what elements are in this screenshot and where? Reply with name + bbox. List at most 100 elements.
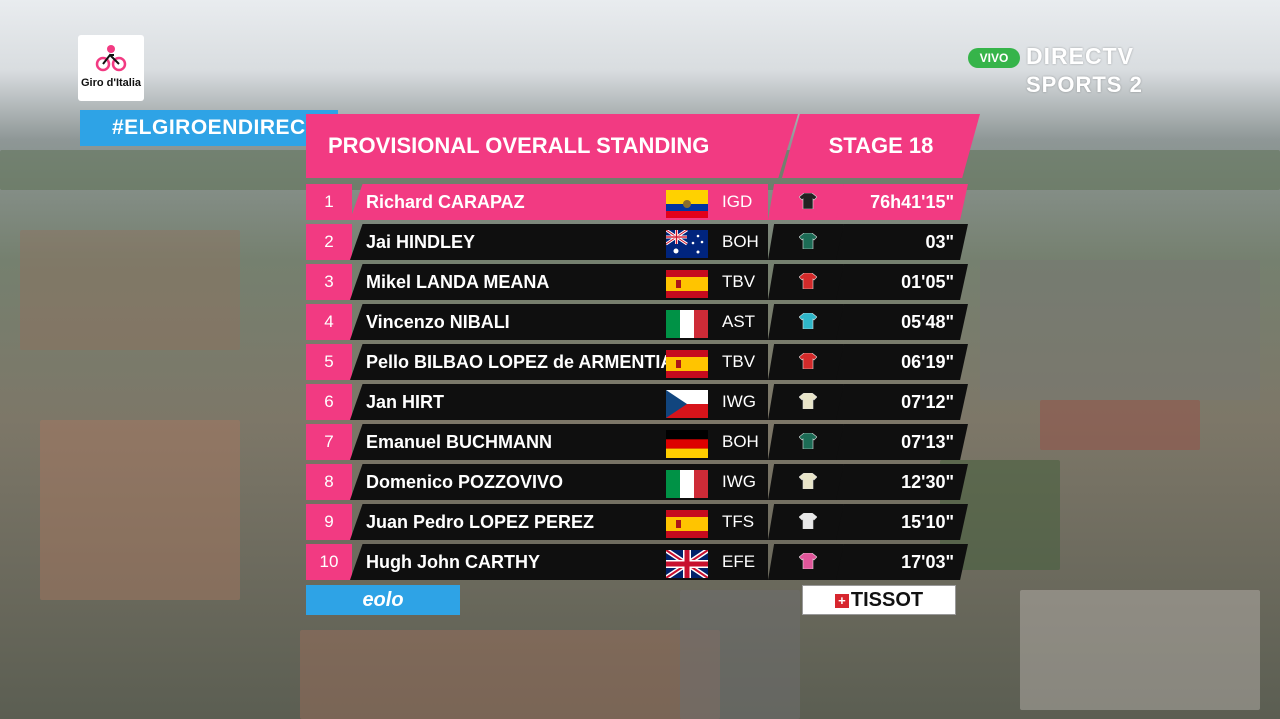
- jersey-cell: [768, 344, 844, 380]
- standing-row: 6 Jan HIRT IWG 07'12": [306, 384, 968, 420]
- jersey-cell: [768, 224, 844, 260]
- time-gap: 76h41'15": [870, 192, 954, 212]
- jersey-cell: [768, 384, 844, 420]
- time-gap: 17'03": [901, 552, 954, 572]
- rank-position: 9: [306, 504, 352, 540]
- standing-title: PROVISIONAL OVERALL STANDING: [306, 114, 798, 178]
- stage-label: STAGE 18: [782, 114, 980, 178]
- giro-logo-text: Giro d'Italia: [80, 77, 142, 89]
- standing-row: 7 Emanuel BUCHMANN BOH 07'13": [306, 424, 968, 460]
- germany-flag-icon: [666, 430, 708, 458]
- time-cell: 05'48": [836, 304, 968, 340]
- giro-ditalia-logo: Giro d'Italia: [78, 35, 144, 101]
- team-jersey-icon: [799, 513, 817, 529]
- team-code: TFS: [722, 512, 755, 531]
- tissot-sponsor-logo: + TISSOT: [802, 585, 956, 615]
- rider-name: Juan Pedro LOPEZ PEREZ: [366, 512, 595, 532]
- team-jersey-icon: [799, 393, 817, 409]
- team-jersey-icon: [799, 353, 817, 369]
- team-code: TBV: [722, 352, 756, 371]
- spain-flag-icon: [666, 270, 708, 298]
- time-cell: 03": [836, 224, 968, 260]
- standing-row: 1 Richard CARAPAZ IGD 76h41'15": [306, 184, 968, 220]
- time-cell: 07'13": [836, 424, 968, 460]
- team-code: BOH: [722, 232, 759, 251]
- bicycle-icon: [95, 45, 127, 72]
- jersey-cell: [768, 504, 844, 540]
- hashtag-banner: #ELGIROENDIRECTV: [80, 110, 338, 146]
- standing-row: 4 Vincenzo NIBALI AST 05'48": [306, 304, 968, 340]
- rank-position: 1: [306, 184, 352, 220]
- team-code: IWG: [722, 392, 756, 411]
- australia-flag-icon: [666, 230, 708, 258]
- italy-flag-icon: [666, 470, 708, 498]
- team-jersey-icon: [799, 193, 817, 209]
- jersey-cell: [768, 184, 844, 220]
- time-gap: 01'05": [901, 272, 954, 292]
- team-code: EFE: [722, 552, 756, 571]
- eolo-sponsor-logo: eolo: [306, 585, 460, 615]
- standing-row: 9 Juan Pedro LOPEZ PEREZ TFS 15'10": [306, 504, 968, 540]
- ecuador-flag-icon: [666, 190, 708, 218]
- time-cell: 12'30": [836, 464, 968, 500]
- time-cell: 76h41'15": [836, 184, 968, 220]
- jersey-cell: [768, 424, 844, 460]
- swiss-cross-icon: +: [834, 593, 849, 608]
- tissot-text: TISSOT: [850, 589, 924, 611]
- time-gap: 15'10": [901, 512, 954, 532]
- czech-flag-icon: [666, 390, 708, 418]
- rider-name: Jai HINDLEY: [366, 232, 476, 252]
- spain-flag-icon: [666, 510, 708, 538]
- team-jersey-icon: [799, 473, 817, 489]
- rank-position: 6: [306, 384, 352, 420]
- rider-name: Richard CARAPAZ: [366, 192, 525, 212]
- italy-flag-icon: [666, 310, 708, 338]
- team-code: IWG: [722, 472, 756, 491]
- jersey-cell: [768, 304, 844, 340]
- standing-row: 5 Pello BILBAO LOPEZ de ARMENTIA TBV 06'19": [306, 344, 968, 380]
- jersey-cell: [768, 464, 844, 500]
- standing-row: 2 Jai HINDLEY BOH 03": [306, 224, 968, 260]
- team-jersey-icon: [799, 313, 817, 329]
- time-gap: 05'48": [901, 312, 954, 332]
- standing-row: 3 Mikel LANDA MEANA TBV 01'05": [306, 264, 968, 300]
- uk-flag-icon: [666, 550, 708, 578]
- jersey-cell: [768, 544, 844, 580]
- time-gap: 03": [925, 232, 954, 252]
- rank-position: 8: [306, 464, 352, 500]
- channel-logo-sports: SPORTS 2: [1026, 72, 1143, 97]
- time-cell: 06'19": [836, 344, 968, 380]
- time-gap: 07'12": [901, 392, 954, 412]
- channel-logo-directv: DIRECTV: [1026, 43, 1134, 69]
- rider-name: Domenico POZZOVIVO: [366, 472, 564, 492]
- rider-name: Hugh John CARTHY: [366, 552, 540, 572]
- live-badge: VIVO: [968, 48, 1020, 68]
- rider-name: Jan HIRT: [366, 392, 445, 412]
- rank-position: 10: [306, 544, 352, 580]
- rider-name: Mikel LANDA MEANA: [366, 272, 550, 292]
- rank-position: 4: [306, 304, 352, 340]
- time-cell: 15'10": [836, 504, 968, 540]
- time-cell: 17'03": [836, 544, 968, 580]
- team-code: IGD: [722, 192, 753, 211]
- rank-position: 7: [306, 424, 352, 460]
- time-cell: 01'05": [836, 264, 968, 300]
- team-jersey-icon: [799, 233, 817, 249]
- time-cell: 07'12": [836, 384, 968, 420]
- team-jersey-icon: [799, 433, 817, 449]
- time-gap: 06'19": [901, 352, 954, 372]
- team-jersey-icon: [799, 553, 817, 569]
- team-code: AST: [722, 312, 756, 331]
- standing-row: 8 Domenico POZZOVIVO IWG 12'30": [306, 464, 968, 500]
- rider-name: Emanuel BUCHMANN: [366, 432, 553, 452]
- rank-position: 2: [306, 224, 352, 260]
- team-jersey-icon: [799, 273, 817, 289]
- time-gap: 07'13": [901, 432, 954, 452]
- standing-row: 10 Hugh John CARTHY EFE 17'03": [306, 544, 968, 580]
- rider-name: Vincenzo NIBALI: [366, 312, 510, 332]
- rank-position: 5: [306, 344, 352, 380]
- spain-flag-icon: [666, 350, 708, 378]
- team-code: BOH: [722, 432, 759, 451]
- team-code: TBV: [722, 272, 756, 291]
- rider-name: Pello BILBAO LOPEZ de ARMENTIA: [366, 352, 674, 372]
